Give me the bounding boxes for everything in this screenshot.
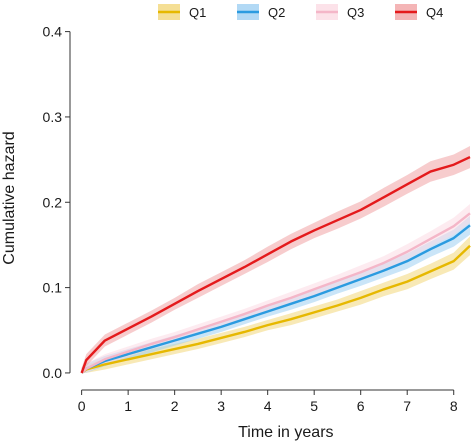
x-tick-label: 3 — [217, 398, 225, 414]
legend-item-q4: Q4 — [395, 4, 443, 20]
legend-item-q1: Q1 — [158, 4, 206, 20]
x-tick-label: 4 — [264, 398, 272, 414]
x-tick-label: 6 — [357, 398, 365, 414]
x-tick-label: 5 — [310, 398, 318, 414]
y-tick-label: 0.0 — [43, 365, 63, 381]
legend-item-q2: Q2 — [237, 4, 285, 20]
line-q2 — [80, 224, 471, 374]
line-q1 — [80, 244, 471, 374]
legend-label: Q4 — [426, 5, 443, 20]
line-q4 — [80, 155, 471, 374]
x-axis-title: Time in years — [238, 424, 333, 441]
x-tick-label: 7 — [403, 398, 411, 414]
y-axis-title: Cumulative hazard — [1, 131, 18, 264]
y-tick-label: 0.2 — [43, 194, 63, 210]
series-lines — [80, 155, 471, 374]
x-tick-label: 8 — [450, 398, 458, 414]
line-q3 — [80, 212, 471, 374]
legend-label: Q3 — [347, 5, 364, 20]
x-tick-label: 1 — [124, 398, 132, 414]
band-q3 — [81, 203, 471, 373]
y-tick-label: 0.1 — [43, 280, 63, 296]
axes: 0.0 0.1 0.2 0.3 0.4 0 1 2 3 4 5 6 7 8 — [43, 24, 458, 414]
y-tick-label: 0.4 — [43, 24, 63, 40]
legend: Q1 Q2 Q3 Q4 — [158, 4, 443, 20]
legend-item-q3: Q3 — [316, 4, 364, 20]
x-tick-label: 0 — [78, 398, 86, 414]
legend-label: Q1 — [189, 5, 206, 20]
legend-label: Q2 — [268, 5, 285, 20]
x-tick-label: 2 — [171, 398, 179, 414]
y-tick-label: 0.3 — [43, 109, 63, 125]
